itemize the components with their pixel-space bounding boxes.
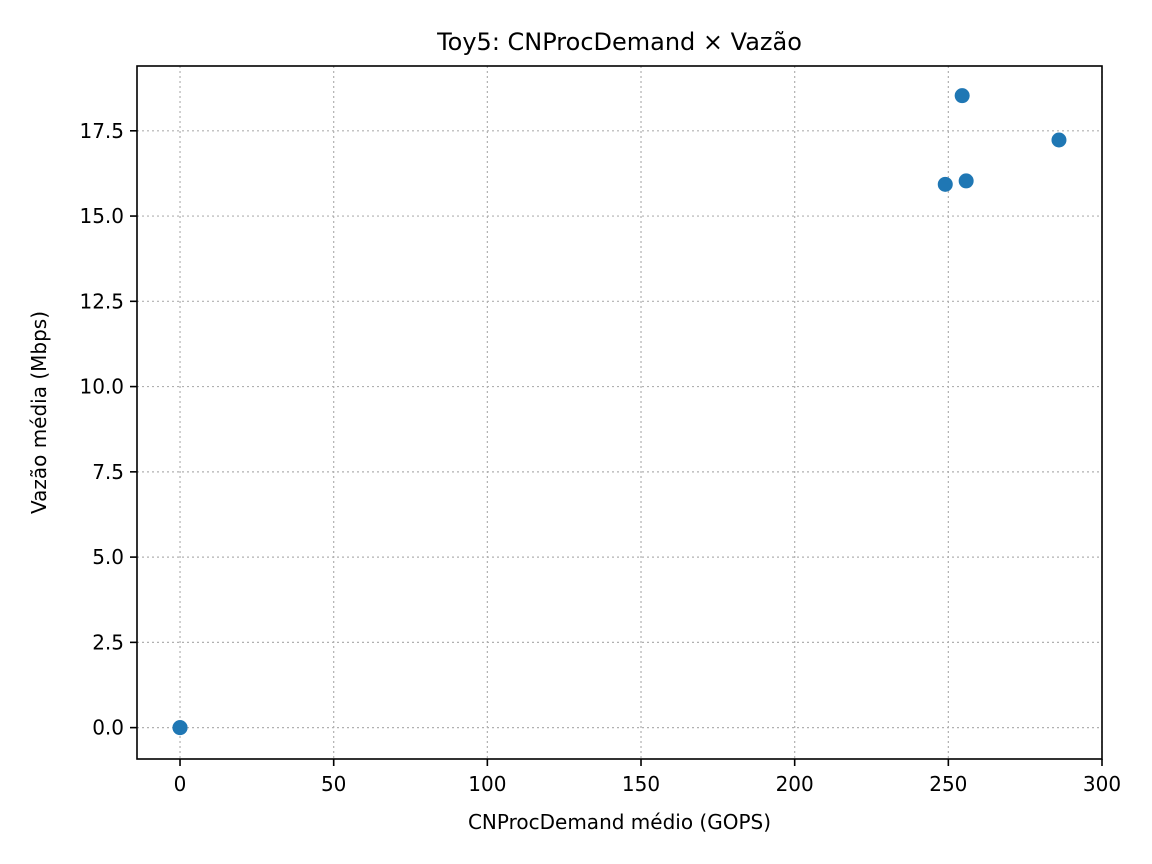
- y-tick-label: 15.0: [79, 204, 124, 228]
- y-tick-label: 5.0: [92, 545, 124, 569]
- y-tick-label: 10.0: [79, 375, 124, 399]
- axis-ticks: 0 50 100 150 200 250 300 0.0 2.5 5.0 7.5 10.0 12.5 15…: [79, 119, 1121, 796]
- y-tick-label: 12.5: [79, 289, 124, 313]
- data-point: [937, 176, 953, 192]
- y-tick-label: 17.5: [79, 119, 124, 143]
- x-tick-label: 150: [622, 772, 660, 796]
- y-axis-label: Vazão média (Mbps): [27, 311, 51, 514]
- y-tick-label: 2.5: [92, 630, 124, 654]
- data-points: [172, 88, 1067, 736]
- x-axis-label: CNProcDemand médio (GOPS): [468, 810, 771, 834]
- data-point: [172, 720, 188, 736]
- data-point: [958, 173, 974, 189]
- x-tick-label: 100: [468, 772, 506, 796]
- plot-frame: [136, 65, 1103, 760]
- x-tick-label: 250: [929, 772, 967, 796]
- chart-title: Toy5: CNProcDemand × Vazão: [436, 28, 802, 56]
- data-point: [1051, 132, 1067, 148]
- x-tick-label: 0: [174, 772, 187, 796]
- y-tick-label: 0.0: [92, 716, 124, 740]
- x-tick-label: 50: [321, 772, 346, 796]
- y-tick-label: 7.5: [92, 460, 124, 484]
- x-tick-label: 200: [776, 772, 814, 796]
- x-tick-label: 300: [1083, 772, 1121, 796]
- data-point: [954, 88, 970, 104]
